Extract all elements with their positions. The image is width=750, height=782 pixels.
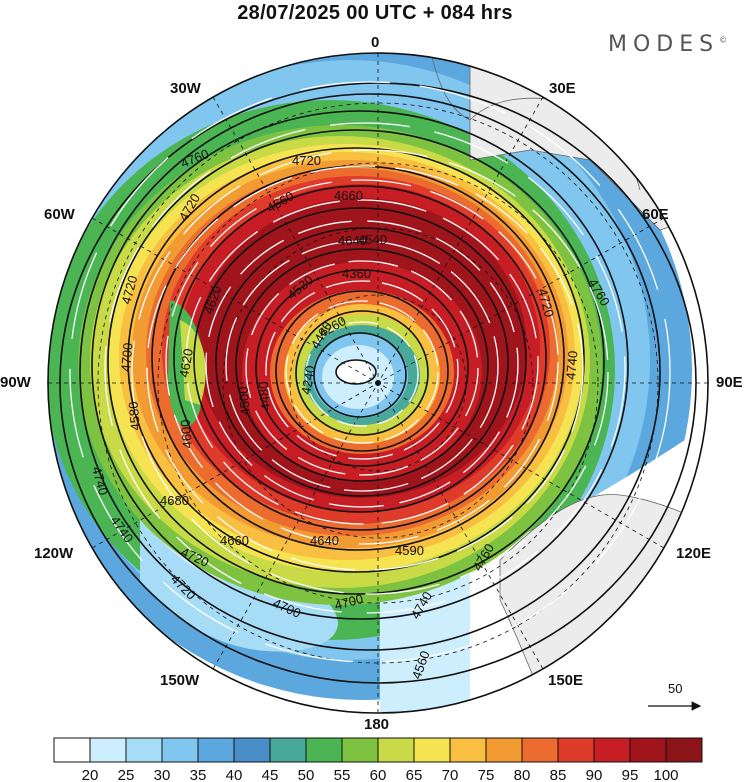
vector-reference-label: 50 — [668, 681, 682, 696]
lon-label-180: 180 — [364, 716, 390, 733]
colorbar-swatch — [629, 737, 667, 763]
colorbar-tick-label: 65 — [406, 767, 423, 782]
lon-label-90w: 90W — [0, 374, 31, 391]
contour-label: 4620 — [176, 347, 196, 378]
colorbar-tick-label: 90 — [586, 767, 603, 782]
colorbar-swatch — [161, 737, 199, 763]
colorbar-tick-label: 25 — [118, 767, 135, 782]
colorbar-tick-label: 60 — [370, 767, 387, 782]
colorbar-tick-label: 35 — [190, 767, 207, 782]
colorbar-tick-label: 55 — [334, 767, 351, 782]
colorbar-tick-label: 95 — [622, 767, 639, 782]
colorbar-swatch — [233, 737, 271, 763]
contour-label: 4480 — [256, 381, 273, 411]
colorbar-tick-label: 50 — [298, 767, 315, 782]
contour-label: 4600 — [178, 419, 195, 449]
lon-label-0: 0 — [371, 34, 380, 51]
colorbar-swatch — [665, 737, 703, 763]
contour-label: 4740 — [89, 465, 111, 497]
lon-label-120w: 120W — [34, 545, 74, 562]
colorbar-tick-label: 80 — [514, 767, 531, 782]
contour-label: 4740 — [563, 350, 580, 380]
lon-label-60w: 60W — [44, 206, 75, 223]
lon-label-30w: 30W — [170, 80, 201, 97]
contour-label: 4720 — [292, 153, 321, 168]
colorbar-swatch — [341, 737, 379, 763]
contour-label: 4590 — [395, 543, 424, 558]
colorbar-ticks: 20 25 30 35 40 45 50 55 60 65 70 75 80 85 90 95 100 — [82, 767, 679, 782]
lon-label-150w: 150W — [160, 672, 200, 689]
colorbar-swatch — [377, 737, 415, 763]
wind-streamlines — [69, 81, 671, 663]
copyright-mark: © — [719, 35, 728, 45]
colorbar-tick-label: 45 — [262, 767, 279, 782]
colorbar-tick-label: 20 — [82, 767, 99, 782]
contour-label: 4540 — [358, 232, 387, 247]
contour-label: 4500 — [236, 386, 253, 416]
colorbar-swatch — [485, 737, 523, 763]
contour-label: 4360 — [342, 266, 371, 281]
colorbar-swatch — [305, 737, 343, 763]
contour-label: 4660 — [220, 533, 249, 548]
lon-label-120e: 120E — [676, 545, 712, 562]
colorbar-swatch — [125, 737, 163, 763]
colorbar-swatch — [89, 737, 127, 763]
contour-label: 4660 — [334, 188, 363, 203]
colorbar-tick-label: 70 — [442, 767, 459, 782]
colorbar-swatch — [53, 737, 91, 763]
lon-label-150e: 150E — [548, 672, 584, 689]
contour-label: 4720 — [535, 287, 557, 319]
chart-title: 28/07/2025 00 UTC + 084 hrs — [237, 2, 513, 24]
brand-logo: MODES© — [608, 32, 727, 57]
colorbar-tick-label: 100 — [653, 767, 678, 782]
contour-label: 4640 — [310, 533, 339, 548]
colorbar-swatch — [593, 737, 631, 763]
map-boundary — [47, 52, 709, 714]
colorbar-tick-label: 30 — [154, 767, 171, 782]
colorbar-tick-label: 75 — [478, 767, 495, 782]
colorbar-swatch — [521, 737, 559, 763]
lon-label-90e: 90E — [716, 374, 743, 391]
colorbar-swatches — [53, 737, 703, 763]
contour-label: 4580 — [126, 401, 143, 431]
colorbar-swatch — [449, 737, 487, 763]
lon-label-30e: 30E — [549, 80, 576, 97]
colorbar-swatch — [197, 737, 235, 763]
contour-label: 4700 — [118, 342, 135, 372]
contour-label: 4640 — [338, 233, 367, 248]
colorbar-swatch — [413, 737, 451, 763]
colorbar-swatch — [269, 737, 307, 763]
lon-label-60e: 60E — [642, 206, 669, 223]
colorbar-tick-label: 85 — [550, 767, 567, 782]
contour-label: 4700 — [333, 591, 365, 613]
contour-label: 4720 — [118, 274, 140, 306]
colorbar-tick-label: 40 — [226, 767, 243, 782]
contour-label: 4680 — [160, 493, 189, 508]
contour-label: 4240 — [298, 364, 318, 395]
colorbar-swatch — [557, 737, 595, 763]
pole-marker — [375, 380, 381, 386]
brand-text: MODES — [608, 32, 720, 57]
